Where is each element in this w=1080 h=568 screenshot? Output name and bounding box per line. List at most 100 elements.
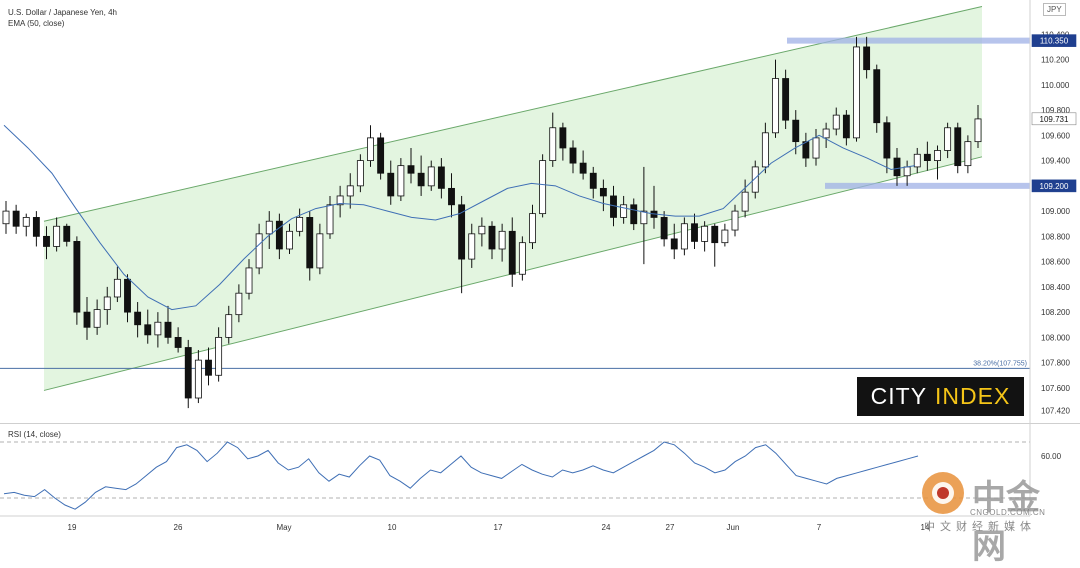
candle-body xyxy=(549,127,557,161)
candle-body xyxy=(184,347,192,399)
pane-divider xyxy=(0,423,1080,424)
candle-body xyxy=(215,336,223,376)
candle-body xyxy=(245,267,253,294)
candle-body xyxy=(265,220,273,235)
candle-body xyxy=(225,314,233,338)
rsi-line xyxy=(3,441,919,510)
candle-body xyxy=(539,160,547,215)
candle-body xyxy=(73,241,81,313)
candle-body xyxy=(397,165,405,197)
candle-body xyxy=(913,153,921,168)
candle-body xyxy=(620,204,628,218)
price-marker-label: 109.731 xyxy=(1040,115,1069,124)
candle-body xyxy=(134,311,142,326)
candle-body xyxy=(701,225,709,242)
ema-50-line xyxy=(3,124,916,311)
candle-body xyxy=(205,359,212,376)
candle-body xyxy=(782,78,790,121)
y-tick-label: 108.000 xyxy=(1041,333,1070,342)
candle-body xyxy=(255,233,263,269)
candle-body xyxy=(974,118,982,143)
candle-body xyxy=(22,217,30,227)
candle-body xyxy=(93,309,101,328)
y-tick-label: 109.000 xyxy=(1041,207,1070,216)
candle-body xyxy=(437,166,445,189)
candle-body xyxy=(873,69,881,124)
y-tick-label: 109.600 xyxy=(1041,131,1070,140)
resistance-band xyxy=(787,37,1030,44)
candle-body xyxy=(427,166,435,187)
candle-body xyxy=(630,204,638,225)
candle-body xyxy=(610,195,617,218)
candle-body xyxy=(478,225,486,235)
candle-body xyxy=(863,46,871,71)
currency-badge[interactable]: JPY xyxy=(1043,3,1066,16)
x-tick-label: Jun xyxy=(727,523,740,532)
candle-body xyxy=(124,278,131,313)
candle-body xyxy=(498,230,506,250)
candle-body xyxy=(296,217,304,232)
candle-body xyxy=(103,296,111,311)
x-tick-label: 19 xyxy=(68,523,77,532)
y-tick-label: 108.200 xyxy=(1041,308,1070,317)
candle-body xyxy=(842,114,850,139)
candle-body xyxy=(468,233,476,260)
x-tick-label: 24 xyxy=(602,523,611,532)
y-tick-label: 108.600 xyxy=(1041,258,1070,267)
candle-body xyxy=(589,172,597,189)
usdjpy-chart: 60.00 110.400110.200110.000109.800109.60… xyxy=(0,0,1080,532)
candle-body xyxy=(174,336,182,348)
y-tick-label: 107.600 xyxy=(1041,384,1070,393)
y-tick-label: 107.420 xyxy=(1041,407,1070,416)
candle-body xyxy=(235,292,243,316)
price-channel xyxy=(44,4,982,391)
candle-body xyxy=(579,162,587,174)
candle-body xyxy=(32,217,40,237)
x-tick-label: 27 xyxy=(666,523,675,532)
chart-title: U.S. Dollar / Japanese Yen, 4h xyxy=(8,8,117,17)
candle-body xyxy=(306,217,314,269)
candle-body xyxy=(377,137,385,174)
candle-body xyxy=(407,165,415,174)
price-marker-box xyxy=(1031,34,1077,47)
candle-body xyxy=(853,46,860,139)
support-band xyxy=(825,182,1030,189)
y-tick-label: 110.200 xyxy=(1041,56,1070,65)
y-tick-label: 108.800 xyxy=(1041,232,1070,241)
y-tick-label: 109.400 xyxy=(1041,157,1070,166)
candle-body xyxy=(680,223,688,250)
candle-body xyxy=(731,210,739,231)
candle-body xyxy=(944,127,952,151)
price-marker-label: 110.350 xyxy=(1040,37,1069,46)
candle-body xyxy=(792,119,800,143)
candle-body xyxy=(569,147,577,164)
y-tick-label: 108.400 xyxy=(1041,283,1070,292)
candle-body xyxy=(488,225,496,250)
x-tick-label: 26 xyxy=(174,523,183,532)
rsi-tick-label: 60.00 xyxy=(1041,452,1062,461)
candle-body xyxy=(599,187,607,197)
x-tick-label: 7 xyxy=(817,523,822,532)
candle-body xyxy=(387,172,395,197)
candle-body xyxy=(286,230,293,250)
candle-body xyxy=(194,359,202,399)
candle-body xyxy=(751,166,759,193)
x-tick-label: 17 xyxy=(494,523,503,532)
candle-body xyxy=(721,229,729,244)
candle-body xyxy=(417,172,425,187)
candle-body xyxy=(83,311,91,328)
candle-body xyxy=(53,225,61,247)
candle-body xyxy=(903,166,911,177)
city-index-logo: CITY INDEX xyxy=(857,377,1024,416)
candle-body xyxy=(802,141,810,159)
candle-body xyxy=(2,210,10,225)
candle-body xyxy=(761,132,769,168)
candle-body xyxy=(772,78,779,134)
candle-body xyxy=(144,324,152,336)
candle-body xyxy=(670,238,678,250)
candle-body xyxy=(711,225,719,244)
x-tick-label: May xyxy=(276,523,291,532)
candle-body xyxy=(356,160,364,187)
y-tick-label: 110.000 xyxy=(1041,81,1070,90)
candle-body xyxy=(741,191,749,212)
